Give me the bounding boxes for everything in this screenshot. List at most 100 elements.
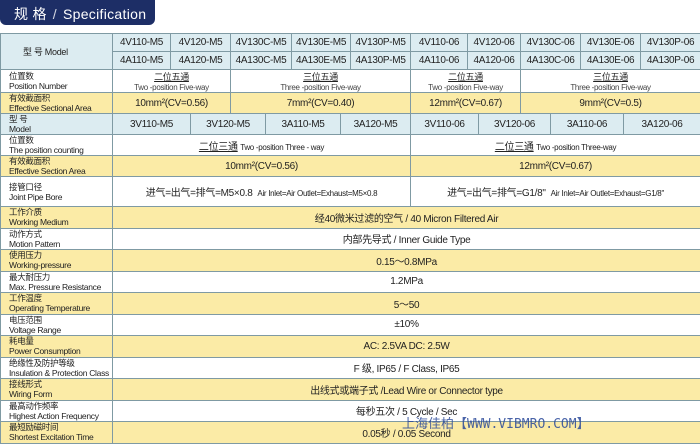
label-cn: 有效截面积	[9, 156, 50, 166]
model-cell: 4V130P-M5	[351, 34, 411, 52]
pipe-cn: 进气=出气=排气=G1/8"	[447, 188, 546, 199]
model-cell: 3A110-M5	[266, 114, 341, 135]
label-en: Joint Pipe Bore	[9, 192, 62, 202]
model-v: 4V130P-M5	[355, 37, 405, 48]
model-3way: 3A110-M5	[282, 119, 325, 130]
model-cell: 4V110-06	[411, 34, 468, 52]
label-en: Model	[9, 124, 31, 134]
area-cell: 7mm²(CV=0.40)	[231, 93, 411, 114]
position-cn: 二位三通	[495, 142, 534, 153]
position-cn: 二位五通	[115, 70, 228, 83]
label-cn: 接线形式	[9, 379, 42, 389]
model-a: 4A110-M5	[120, 55, 163, 66]
pipe-en: Air Inlet=Air Outlet=Exhaust=M5×0.8	[257, 189, 377, 198]
model-v: 4V110-06	[419, 37, 459, 48]
model-a: 4A130C-06	[527, 55, 575, 66]
label-cn: 最大耐压力	[9, 272, 50, 282]
model-a: 4A130P-M5	[355, 55, 405, 66]
position-cn: 二位三通	[199, 142, 238, 153]
model-v: 4V120-06	[474, 37, 515, 48]
value-cell: 5～50	[113, 293, 700, 315]
spec-value: 出线式或端子式 /Lead Wire or Connector type	[310, 386, 503, 397]
model-cell: 4A110-06	[411, 52, 468, 70]
model-cell: 4V120-06	[468, 34, 521, 52]
position-en: Three -position Five-way	[523, 83, 698, 92]
label-en: Effective Sectional Area	[9, 103, 91, 113]
label-cn: 绝缘性及防护等级	[9, 358, 75, 368]
model-3way: 3A110-06	[567, 119, 607, 130]
model-cell: 3V110-06	[411, 114, 479, 135]
position-en: Two -position Five-way	[413, 83, 518, 92]
model-a: 4A110-06	[419, 55, 459, 66]
position-en: Two -position Five-way	[115, 83, 228, 92]
label-cn: 接管口径	[9, 182, 42, 192]
model-v: 4V130P-06	[647, 37, 694, 48]
label-en: Highest Action Frequency	[9, 411, 99, 421]
model-cell: 4A130P-M5	[351, 52, 411, 70]
value-cell: 1.2MPa	[113, 271, 700, 293]
label-en: Working-pressure	[9, 260, 71, 270]
area-value: 12mm²(CV=0.67)	[519, 161, 592, 172]
label-en: Insulation & Protection Class	[9, 368, 109, 378]
model-cell: 4A110-M5	[113, 52, 171, 70]
model-a: 4A130C-M5	[236, 55, 287, 66]
label-cn: 有效截面积	[9, 93, 50, 103]
position-en: Three -position Five-way	[233, 83, 408, 92]
model-a: 4A130P-06	[647, 55, 694, 66]
model-cell: 4V130P-06	[641, 34, 700, 52]
area-cell: 9mm²(CV=0.5)	[521, 93, 700, 114]
area-cell: 12mm²(CV=0.67)	[411, 156, 700, 177]
label-en: Max. Pressure Resistance	[9, 282, 101, 292]
spec-value: ±10%	[394, 319, 418, 330]
spec-value: AC: 2.5VA DC: 2.5W	[363, 341, 449, 352]
model-v: 4V130C-06	[527, 37, 575, 48]
label-cn: 最高动作频率	[9, 401, 58, 411]
model-cell: 4A130C-M5	[231, 52, 292, 70]
spec-value: 0.15～0.8MPa	[376, 257, 437, 268]
model-cell: 4V120-M5	[171, 34, 231, 52]
model-3way: 3A120-M5	[354, 119, 398, 130]
model-cell: 3V110-M5	[113, 114, 191, 135]
area-value: 10mm²(CV=0.56)	[135, 98, 208, 109]
model-cell: 4V110-M5	[113, 34, 171, 52]
area-value: 10mm²(CV=0.56)	[225, 161, 298, 172]
model-cell: 4A130E-M5	[292, 52, 351, 70]
value-cell: 0.15～0.8MPa	[113, 250, 700, 272]
model-cell: 4A130C-06	[521, 52, 581, 70]
model-a: 4A130E-M5	[296, 55, 346, 66]
value-cell: 内部先导式 / Inner Guide Type	[113, 228, 700, 250]
model-3way: 3A120-06	[642, 119, 683, 130]
label-en: Effective Section Area	[9, 166, 85, 176]
label-cn: 工作温度	[9, 293, 42, 303]
label-cn: 位置数	[9, 135, 34, 145]
position-cn: 三位五通	[523, 70, 698, 83]
model-cell: 3V120-06	[479, 114, 551, 135]
model-v: 4V110-M5	[120, 37, 163, 48]
label-cn: 动作方式	[9, 229, 42, 239]
position-cn: 三位五通	[233, 70, 408, 83]
position-en: Two -position Three-way	[536, 143, 616, 152]
row-label: 型 号 Model	[1, 34, 113, 70]
